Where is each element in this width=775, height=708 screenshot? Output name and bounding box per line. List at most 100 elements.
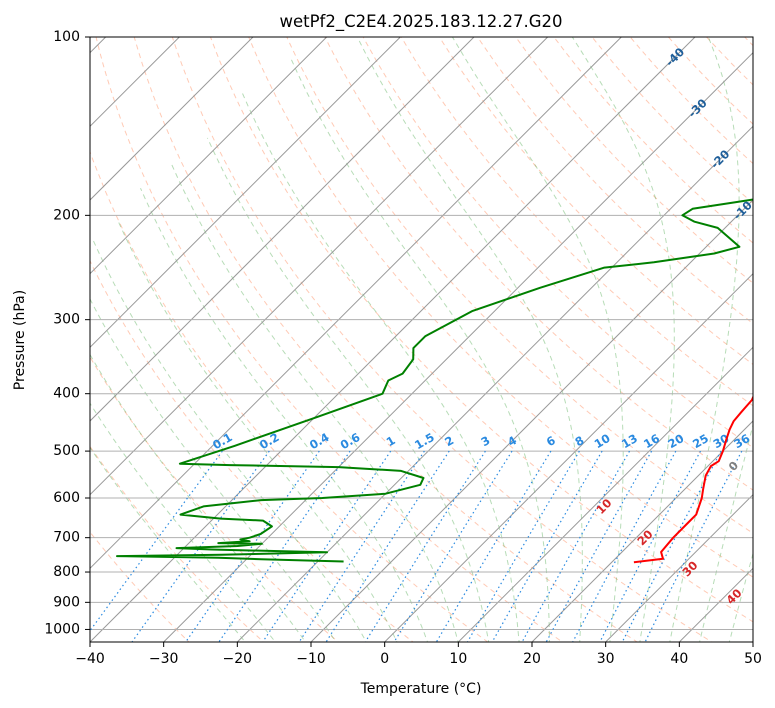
isotherm-line	[90, 37, 475, 422]
mixing-ratio-line	[90, 450, 223, 632]
isotherm-line	[678, 567, 753, 642]
moist-adiabat-label: 10	[593, 496, 614, 517]
isotherm-line	[90, 37, 622, 570]
mixing-ratio-label: 0.6	[338, 430, 363, 452]
axis-ticks: −40 −30 −20 −10 0 10 20 30 40 5010020030040050060…	[44, 29, 762, 667]
plot-area: -100-90-80-70-60-50-40-30-20-100.10.20.4…	[90, 0, 775, 654]
y-tick-label: 100	[53, 29, 80, 45]
x-tick-label: −40	[75, 651, 105, 667]
y-tick-label: 800	[53, 564, 80, 580]
isotherm-line	[605, 493, 753, 642]
y-axis-label: Pressure (hPa)	[12, 290, 28, 390]
moist-adiabat-line	[90, 446, 246, 642]
isotherm-label: -50	[640, 0, 665, 18]
x-tick-label: 50	[744, 651, 762, 667]
mixing-ratio-label: 2	[442, 433, 456, 449]
dry-adiabat-line	[90, 259, 414, 642]
isotherm-line	[752, 641, 753, 642]
isotherm-line	[90, 37, 696, 642]
isotherm-line	[457, 346, 753, 642]
moist-adiabat-line	[699, 422, 753, 642]
moist-adiabat-line	[289, 56, 550, 642]
mixing-ratio-label: 1	[384, 433, 398, 449]
mixing-ratio-label: 20	[665, 431, 686, 451]
dry-adiabat-line	[477, 37, 753, 325]
plot-frame	[89, 36, 754, 643]
mixing-ratio-label: 10	[592, 431, 613, 451]
mixing-ratio-label: 13	[619, 431, 640, 451]
dry-adiabat-line	[248, 37, 753, 578]
y-tick-label: 400	[53, 386, 80, 402]
dry-adiabat-line	[171, 37, 713, 642]
dry-adiabat-line	[515, 37, 753, 284]
mixing-ratio-label: 25	[690, 431, 711, 451]
dry-adiabat-line	[400, 37, 753, 407]
dry-adiabat-line	[286, 37, 753, 534]
profile-line-1	[633, 394, 753, 564]
isotherm-line	[163, 51, 753, 642]
dry-adiabat-line	[438, 37, 753, 366]
isotherm-line	[310, 199, 753, 642]
x-tick-label: −30	[149, 651, 179, 667]
mixing-ratio-line	[393, 450, 513, 642]
mixing-ratio-line	[545, 450, 653, 642]
mixing-ratio-line	[491, 450, 603, 642]
x-tick-label: 0	[380, 651, 389, 667]
mixing-ratio-label: 3	[478, 433, 492, 449]
moist-adiabat-line	[451, 37, 624, 642]
mixing-ratio-label: 30	[711, 431, 732, 451]
y-tick-label: 1000	[44, 621, 80, 637]
isotherm-line	[236, 125, 753, 642]
moist-adiabat-line	[171, 164, 459, 642]
x-tick-label: 20	[523, 651, 541, 667]
isotherm-line	[531, 420, 753, 642]
mixing-ratio-label: 0.4	[307, 430, 332, 452]
dry-adiabat-line	[743, 37, 753, 47]
isotherm-line	[90, 37, 549, 496]
chart-title: wetPf2_C2E4.2025.183.12.27.G20	[279, 12, 562, 32]
moist-adiabat-label: 40	[723, 586, 744, 607]
moist-adiabat-line	[669, 37, 740, 642]
x-tick-label: 40	[670, 651, 688, 667]
mixing-ratio-line	[521, 450, 631, 642]
mixing-ratio-line	[184, 450, 320, 642]
moist-adiabat-line	[140, 187, 429, 642]
y-tick-label: 700	[53, 530, 80, 546]
dry-adiabat-line	[667, 37, 753, 125]
dry-adiabat-line	[133, 37, 638, 642]
moist-adiabat-line	[90, 297, 337, 642]
isotherm-line	[90, 37, 254, 201]
x-tick-label: 30	[597, 651, 615, 667]
y-tick-label: 900	[53, 594, 80, 610]
x-tick-label: −20	[223, 651, 253, 667]
x-axis-label: Temperature (°C)	[360, 681, 482, 697]
dry-adiabat-line	[209, 37, 753, 623]
dry-adiabat-line	[591, 37, 753, 204]
dry-adiabat-line	[95, 37, 564, 642]
y-tick-label: 300	[53, 312, 80, 328]
moist-adiabat-line	[90, 353, 307, 642]
y-tick-label: 200	[53, 207, 80, 223]
mixing-ratio-label: 6	[544, 433, 558, 449]
dry-adiabat-line	[90, 150, 489, 642]
isotherm-line	[90, 37, 328, 275]
mixing-ratio-label: 1.5	[412, 430, 437, 452]
mixing-ratio-label: 36	[731, 431, 752, 451]
x-tick-label: −10	[296, 651, 326, 667]
isotherm-line	[384, 272, 753, 642]
dry-adiabat-label: 0	[726, 458, 742, 474]
mixing-ratio-line	[298, 450, 425, 642]
mixing-ratio-line	[644, 450, 743, 642]
mixing-ratio-label: 16	[641, 431, 662, 451]
profile-line-2	[116, 198, 753, 563]
moist-adiabat-line	[90, 402, 276, 642]
mixing-ratio-line	[131, 450, 270, 642]
isotherm-line	[90, 37, 401, 349]
moist-adiabat-line	[241, 92, 520, 642]
dry-adiabat-line	[553, 37, 753, 244]
data-series-group	[116, 198, 753, 564]
moist-adiabat-line	[571, 37, 675, 642]
dry-adiabat-line	[756, 10, 775, 654]
mixing-ratio-line	[218, 450, 351, 642]
